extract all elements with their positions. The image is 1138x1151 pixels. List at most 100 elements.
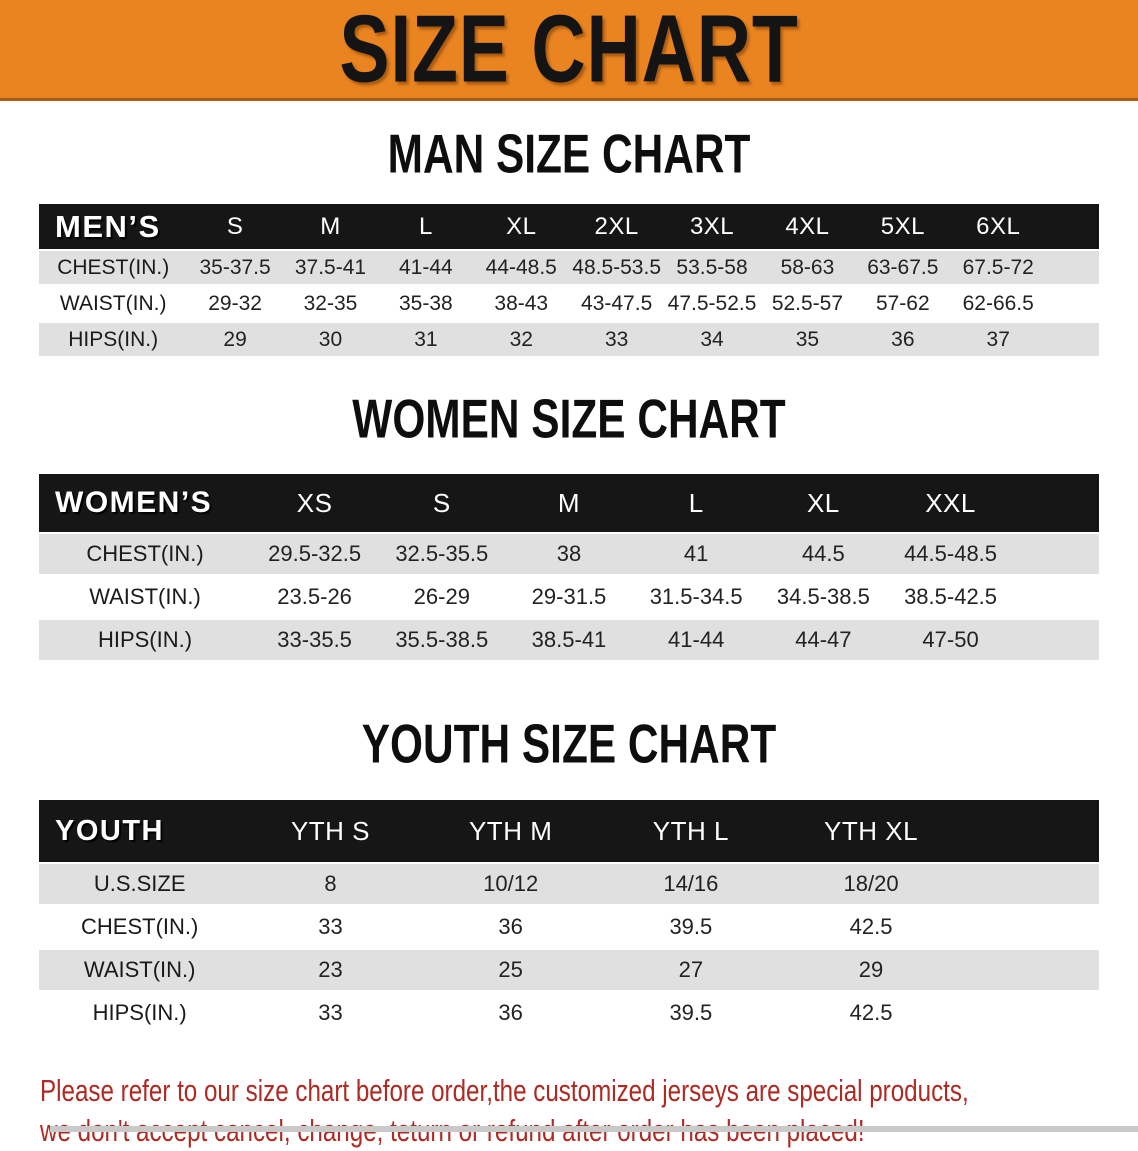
column-header: S [187, 204, 283, 251]
cell-value: 53.5-58 [664, 251, 760, 287]
header-filler [1014, 474, 1099, 534]
row-label: WAIST(IN.) [39, 287, 188, 323]
cell-value: 31 [378, 323, 474, 359]
footer-line-1: Please refer to our size chart before or… [40, 1073, 969, 1108]
table-header-row: WOMEN’S XS S M L XL XXL [39, 474, 1099, 534]
column-header: M [282, 204, 379, 251]
cell-value: 33 [240, 907, 421, 950]
cell-value: 41-44 [378, 251, 474, 287]
header-filler [1045, 204, 1099, 251]
cell-value: 31.5-34.5 [632, 577, 760, 620]
row-label: WAIST(IN.) [39, 577, 252, 620]
cell-value: 62-66.5 [950, 287, 1046, 323]
size-chart-section: MAN SIZE CHART MEN’S S M L XL 2XL 3XL 4XL 5XL 6XL C… [0, 124, 1138, 359]
row-label: CHEST(IN.) [39, 251, 188, 287]
size-table: MEN’S S M L XL 2XL 3XL 4XL 5XL 6XL CHEST(IN.) 35-37… [39, 204, 1099, 359]
column-header: L [632, 474, 760, 534]
table-row: CHEST(IN.) 33 36 39.5 42.5 [39, 907, 1099, 950]
cell-value: 39.5 [600, 907, 781, 950]
table-header-row: MEN’S S M L XL 2XL 3XL 4XL 5XL 6XL [39, 204, 1099, 251]
row-filler [1045, 323, 1099, 359]
row-label: CHEST(IN.) [39, 534, 252, 577]
column-header: M [505, 474, 633, 534]
cell-value: 47-50 [886, 620, 1015, 663]
cell-value: 57-62 [855, 287, 951, 323]
cell-value: 29.5-32.5 [251, 534, 379, 577]
column-header: 2XL [568, 204, 665, 251]
table-row: HIPS(IN.) 33 36 39.5 42.5 [39, 993, 1099, 1036]
section-heading: YOUTH SIZE CHART [361, 714, 777, 775]
cell-value: 23 [240, 950, 421, 993]
cell-value: 33 [240, 993, 421, 1036]
table-corner-label: YOUTH [39, 800, 241, 864]
cell-value: 25 [420, 950, 601, 993]
sections: MAN SIZE CHART MEN’S S M L XL 2XL 3XL 4XL 5XL 6XL C… [0, 124, 1138, 1036]
cell-value: 44.5 [759, 534, 887, 577]
cell-value: 35.5-38.5 [378, 620, 506, 663]
header-filler [961, 800, 1099, 864]
cell-value: 32 [473, 323, 569, 359]
row-filler [961, 950, 1099, 993]
table-corner-label: WOMEN’S [39, 474, 252, 534]
table-row: WAIST(IN.) 23.5-26 26-29 29-31.5 31.5-34.5 34… [39, 577, 1099, 620]
cell-value: 67.5-72 [950, 251, 1046, 287]
cell-value: 37.5-41 [282, 251, 379, 287]
bottom-edge-bar [50, 1126, 1138, 1132]
row-label: U.S.SIZE [39, 864, 241, 907]
cell-value: 23.5-26 [251, 577, 379, 620]
cell-value: 42.5 [780, 907, 962, 950]
table-row: WAIST(IN.) 29-32 32-35 35-38 38-43 43-47.5 47.… [39, 287, 1099, 323]
column-header: 6XL [950, 204, 1046, 251]
cell-value: 34 [664, 323, 760, 359]
section-heading: MAN SIZE CHART [387, 124, 751, 185]
cell-value: 38.5-41 [505, 620, 633, 663]
row-filler [1014, 534, 1099, 577]
column-header: XXL [886, 474, 1015, 534]
cell-value: 37 [950, 323, 1046, 359]
cell-value: 39.5 [600, 993, 781, 1036]
cell-value: 30 [282, 323, 379, 359]
column-header: XL [473, 204, 569, 251]
footer-disclaimer: Please refer to our size chart before or… [40, 1071, 969, 1151]
column-header: YTH XL [780, 800, 962, 864]
row-filler [961, 907, 1099, 950]
cell-value: 36 [420, 993, 601, 1036]
table-row: CHEST(IN.) 29.5-32.5 32.5-35.5 38 41 44.5 44.5… [39, 534, 1099, 577]
cell-value: 63-67.5 [855, 251, 951, 287]
cell-value: 33-35.5 [251, 620, 379, 663]
table-row: HIPS(IN.) 29 30 31 32 33 34 35 36 37 [39, 323, 1099, 359]
table-row: WAIST(IN.) 23 25 27 29 [39, 950, 1099, 993]
table-row: U.S.SIZE 8 10/12 14/16 18/20 [39, 864, 1099, 907]
row-filler [1014, 620, 1099, 663]
cell-value: 44.5-48.5 [886, 534, 1015, 577]
row-filler [961, 864, 1099, 907]
row-label: HIPS(IN.) [39, 620, 252, 663]
cell-value: 14/16 [600, 864, 781, 907]
cell-value: 35-37.5 [187, 251, 283, 287]
row-label: HIPS(IN.) [39, 993, 241, 1036]
cell-value: 58-63 [759, 251, 856, 287]
cell-value: 44-47 [759, 620, 887, 663]
cell-value: 38 [505, 534, 633, 577]
banner-title: SIZE CHART [339, 0, 799, 103]
cell-value: 27 [600, 950, 781, 993]
cell-value: 48.5-53.5 [568, 251, 665, 287]
cell-value: 44-48.5 [473, 251, 569, 287]
cell-value: 35 [759, 323, 856, 359]
column-header: XS [251, 474, 379, 534]
size-chart-section: YOUTH SIZE CHART YOUTH YTH S YTH M YTH L YTH … [0, 714, 1138, 1036]
row-label: CHEST(IN.) [39, 907, 241, 950]
cell-value: 38-43 [473, 287, 569, 323]
cell-value: 29 [187, 323, 283, 359]
cell-value: 41 [632, 534, 760, 577]
column-header: L [378, 204, 474, 251]
cell-value: 35-38 [378, 287, 474, 323]
cell-value: 36 [855, 323, 951, 359]
column-header: 5XL [855, 204, 951, 251]
cell-value: 43-47.5 [568, 287, 665, 323]
column-header: 4XL [759, 204, 856, 251]
cell-value: 18/20 [780, 864, 962, 907]
cell-value: 41-44 [632, 620, 760, 663]
row-filler [1045, 251, 1099, 287]
column-header: YTH L [600, 800, 781, 864]
